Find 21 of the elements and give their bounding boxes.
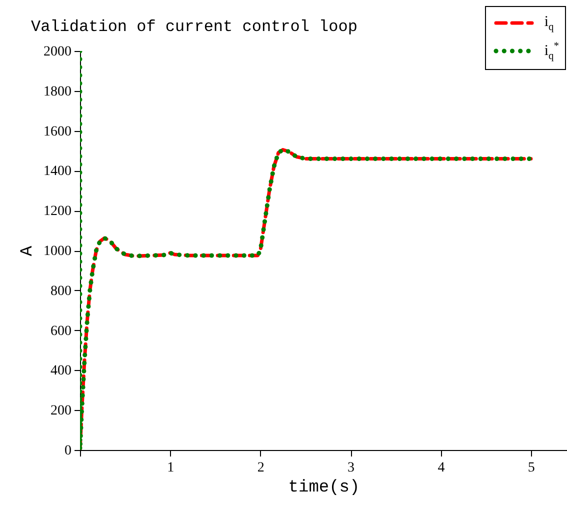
y-tick-label: 1400 [44, 164, 72, 180]
y-tick-label: 1000 [44, 244, 72, 259]
x-tick-label: 4 [438, 460, 445, 476]
x-tick-label: 5 [528, 460, 535, 476]
chart-title: Validation of current control loop [31, 18, 358, 36]
x-axis-title: time(s) [288, 478, 360, 498]
y-tick-label: 1800 [44, 84, 72, 100]
x-tick-label: 1 [167, 460, 174, 476]
line-series [80, 148, 533, 450]
y-tick-label: 400 [50, 364, 72, 379]
y-tick-label: 0 [64, 444, 72, 458]
y-axis-title: A [18, 245, 38, 256]
x-tick-label: 3 [348, 460, 355, 476]
y-tick-label: 200 [50, 404, 72, 419]
y-tick-label: 1200 [44, 204, 72, 220]
y-tick-label: 800 [50, 284, 72, 299]
y-tick-label: 2000 [44, 44, 72, 60]
x-tick-label: 2 [257, 460, 264, 476]
y-tick-label: 600 [50, 324, 72, 339]
y-tick-label: 1600 [44, 124, 72, 140]
legend-label: i$_{q}$ [544, 14, 554, 32]
